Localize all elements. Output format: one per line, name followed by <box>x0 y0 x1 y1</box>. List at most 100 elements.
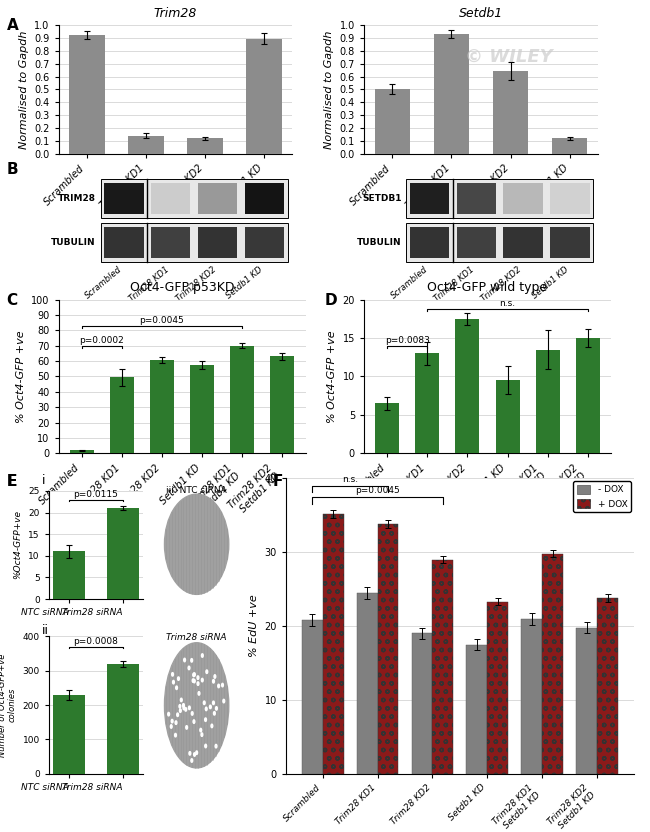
Text: Trim28 siRNA: Trim28 siRNA <box>166 632 227 641</box>
Legend: - DOX, + DOX: - DOX, + DOX <box>573 481 631 513</box>
Bar <box>411 633 432 774</box>
Bar <box>128 136 164 154</box>
Bar <box>105 183 144 215</box>
Bar <box>322 514 343 774</box>
Text: Trim28 KD2: Trim28 KD2 <box>480 265 523 304</box>
Bar <box>101 179 288 218</box>
Bar <box>151 226 190 258</box>
Text: n.s.: n.s. <box>499 300 515 309</box>
Bar <box>245 226 284 258</box>
Text: p=0.0008: p=0.0008 <box>73 637 118 646</box>
Circle shape <box>202 678 203 682</box>
Circle shape <box>170 725 172 728</box>
Text: A: A <box>6 18 18 33</box>
Bar <box>230 346 254 453</box>
Bar <box>375 404 399 453</box>
Circle shape <box>179 709 181 712</box>
Bar <box>551 226 590 258</box>
Text: TUBULIN: TUBULIN <box>357 238 402 247</box>
Bar <box>457 183 496 215</box>
Circle shape <box>183 704 185 707</box>
Bar <box>551 183 590 215</box>
Bar <box>536 349 560 453</box>
Text: Trim28 KD2: Trim28 KD2 <box>174 265 218 304</box>
Y-axis label: Normalised to Gapdh: Normalised to Gapdh <box>19 30 29 149</box>
Text: TUBULIN: TUBULIN <box>51 238 96 247</box>
Bar <box>456 319 480 453</box>
Bar <box>105 226 144 258</box>
Text: TRIM28: TRIM28 <box>58 194 96 203</box>
Bar <box>302 620 322 774</box>
Circle shape <box>205 718 207 721</box>
Circle shape <box>192 679 194 682</box>
Circle shape <box>164 494 229 594</box>
Title: Oct4-GFP p53KD: Oct4-GFP p53KD <box>130 281 234 295</box>
Circle shape <box>175 721 177 725</box>
Y-axis label: Number of Oct4-GFP+ve
colonies: Number of Oct4-GFP+ve colonies <box>0 653 17 757</box>
Circle shape <box>168 712 170 716</box>
Bar <box>378 524 398 774</box>
Bar <box>576 338 600 453</box>
Circle shape <box>213 680 214 683</box>
Circle shape <box>179 705 181 708</box>
Bar <box>457 226 496 258</box>
Bar <box>406 222 593 262</box>
Circle shape <box>213 701 214 705</box>
Bar <box>107 664 138 774</box>
Circle shape <box>201 733 203 736</box>
Y-axis label: Normalised to Gapdh: Normalised to Gapdh <box>324 30 334 149</box>
Bar <box>107 508 138 599</box>
Circle shape <box>218 684 220 688</box>
Circle shape <box>200 728 201 732</box>
Bar <box>101 222 288 262</box>
Circle shape <box>183 706 185 710</box>
Text: Trim28 KD1: Trim28 KD1 <box>433 265 476 304</box>
Text: Scrambled: Scrambled <box>84 265 124 301</box>
Bar <box>190 365 214 453</box>
Title: Trim28: Trim28 <box>154 7 197 20</box>
Circle shape <box>205 707 207 711</box>
Bar <box>577 627 597 774</box>
Bar <box>410 226 449 258</box>
Circle shape <box>189 751 190 755</box>
Circle shape <box>216 706 217 711</box>
Bar <box>406 179 593 218</box>
Bar <box>198 183 237 215</box>
Circle shape <box>177 677 179 681</box>
Circle shape <box>194 753 196 756</box>
Circle shape <box>211 724 213 728</box>
Bar <box>198 226 237 258</box>
Circle shape <box>175 734 176 737</box>
Bar <box>150 360 174 453</box>
Text: p=0.0045: p=0.0045 <box>140 316 185 325</box>
Circle shape <box>214 675 216 678</box>
Bar <box>521 619 542 774</box>
Circle shape <box>172 681 174 684</box>
Y-axis label: % Oct4-GFP +ve: % Oct4-GFP +ve <box>16 330 25 423</box>
Bar <box>488 602 508 774</box>
Circle shape <box>198 691 200 696</box>
Title: Oct4-GFP wild type: Oct4-GFP wild type <box>428 281 547 295</box>
Text: Scrambled: Scrambled <box>389 265 430 301</box>
Bar <box>69 35 105 154</box>
Circle shape <box>197 682 199 686</box>
Title: Setdb1: Setdb1 <box>459 7 503 20</box>
Y-axis label: % EdU +ve: % EdU +ve <box>249 595 259 657</box>
Circle shape <box>176 686 177 690</box>
Circle shape <box>188 666 190 670</box>
Text: C: C <box>6 293 18 308</box>
Bar <box>504 183 543 215</box>
Bar <box>504 226 543 258</box>
Text: SETDB1: SETDB1 <box>362 194 402 203</box>
Circle shape <box>215 745 217 748</box>
Text: p=0.0002: p=0.0002 <box>79 336 124 345</box>
Circle shape <box>185 708 187 711</box>
Y-axis label: % Oct4-GFP +ve: % Oct4-GFP +ve <box>327 330 337 423</box>
Bar <box>432 560 453 774</box>
Text: Trim28 KD1: Trim28 KD1 <box>127 265 171 304</box>
Circle shape <box>191 711 193 716</box>
Bar <box>542 554 563 774</box>
Bar <box>246 38 282 154</box>
Bar <box>495 380 519 453</box>
Circle shape <box>191 759 192 762</box>
